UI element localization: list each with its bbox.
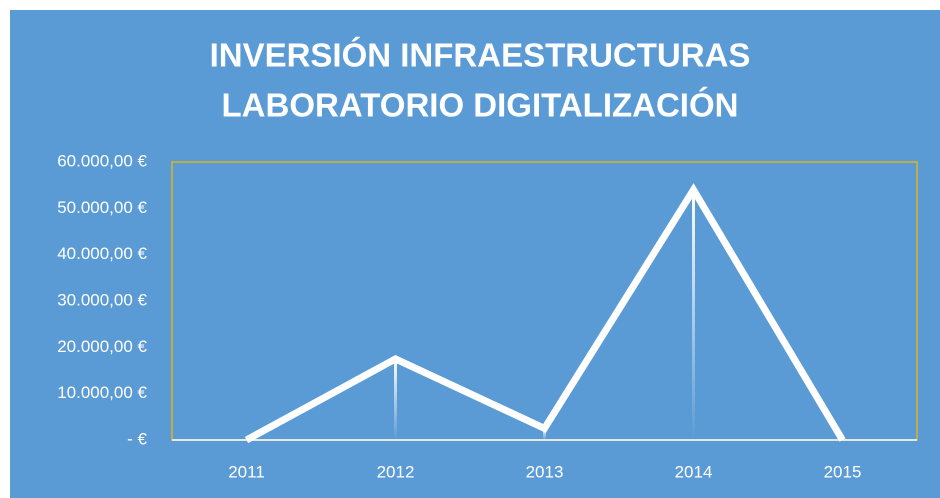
y-tick-label: 10.000,00 € (57, 383, 147, 402)
y-tick-label: 20.000,00 € (57, 337, 147, 356)
x-tick-label: 2015 (824, 462, 862, 481)
drop-line (692, 189, 695, 440)
y-tick-label: 30.000,00 € (57, 290, 147, 309)
drop-line (543, 428, 546, 440)
y-tick-label: 40.000,00 € (57, 244, 147, 263)
chart-background (10, 10, 940, 498)
x-tick-label: 2013 (526, 462, 564, 481)
y-tick-label: - € (127, 429, 147, 448)
y-tick-label: 50.000,00 € (57, 198, 147, 217)
line-series (244, 183, 846, 444)
chart-title: INVERSIÓN INFRAESTRUCTURAS (210, 37, 751, 74)
x-tick-label: 2012 (377, 462, 415, 481)
x-tick-label: 2011 (228, 462, 265, 481)
x-tick-label: 2014 (675, 462, 713, 481)
drop-line (394, 358, 397, 440)
y-tick-label: 60.000,00 € (57, 151, 147, 170)
chart-title: LABORATORIO DIGITALIZACIÓN (222, 87, 739, 124)
